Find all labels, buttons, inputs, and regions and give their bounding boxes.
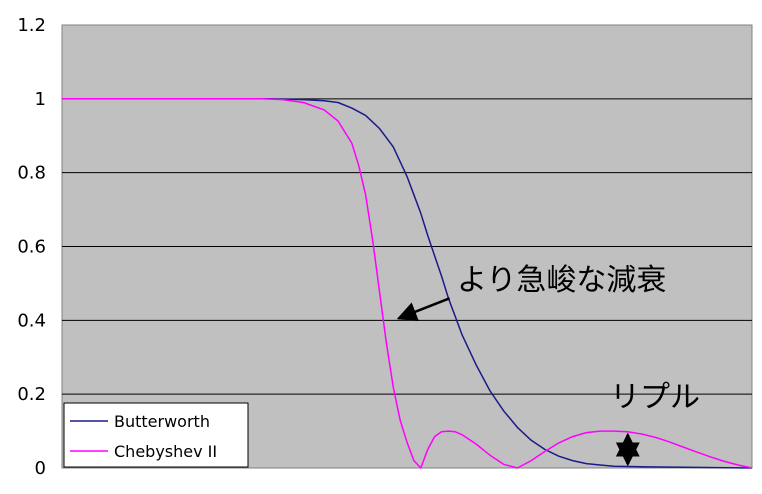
legend-box xyxy=(63,402,249,468)
y-tick-label: 1 xyxy=(35,89,46,110)
y-tick-label: 0.4 xyxy=(17,310,46,331)
steep-attenuation-arrow xyxy=(396,297,451,322)
legend: Butterworth Chebyshev II xyxy=(63,402,249,468)
y-tick-label: 0 xyxy=(35,458,46,479)
legend-label-chebyshev: Chebyshev II xyxy=(114,442,217,461)
y-tick-label: 1.2 xyxy=(17,15,46,36)
legend-label-butterworth: Butterworth xyxy=(114,412,210,431)
steep-attenuation-label: より急峻な減衰 xyxy=(457,263,666,298)
y-tick-label: 0.6 xyxy=(17,237,46,258)
y-tick-label: 0.8 xyxy=(17,163,46,184)
y-tick-label: 0.2 xyxy=(17,384,46,405)
ripple-label: リプル xyxy=(610,380,700,415)
series-line-chebyshev-ii xyxy=(62,98,753,469)
y-axis-ticks: 1.2 1 0.8 0.6 0.4 0.2 0 xyxy=(17,15,46,479)
